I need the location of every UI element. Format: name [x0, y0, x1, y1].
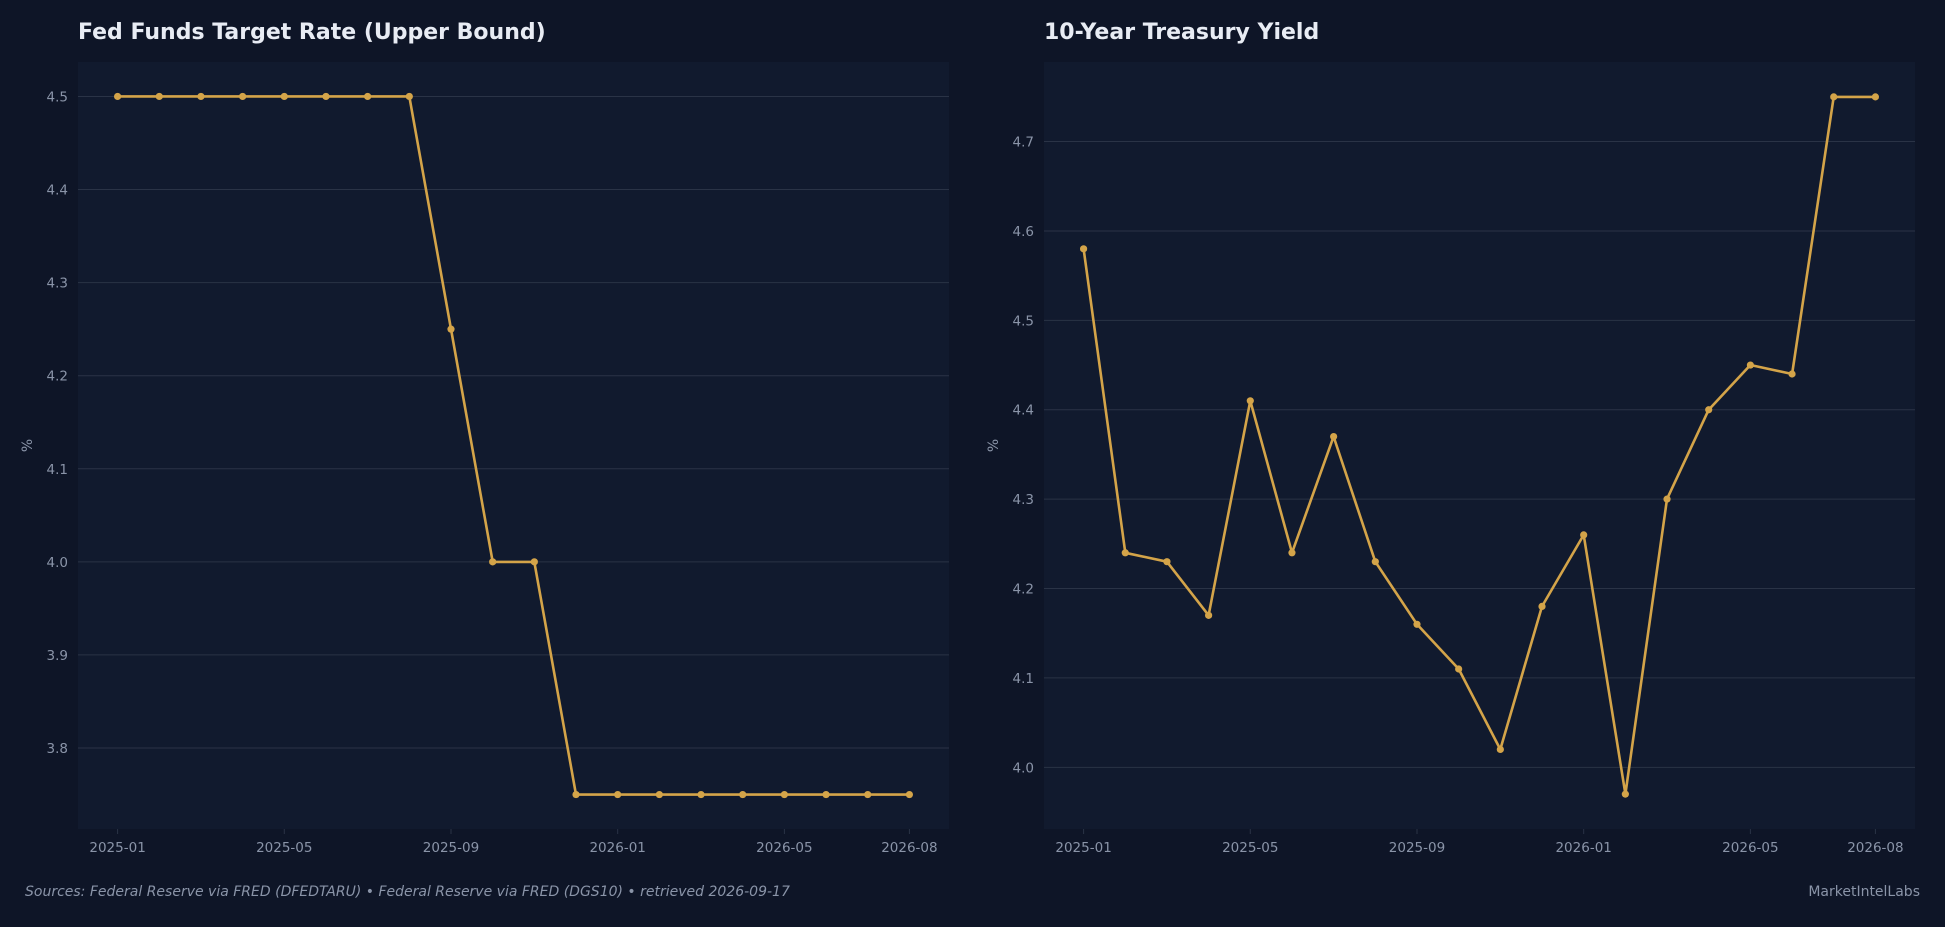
- fed-funds-data-point: [697, 790, 705, 799]
- treasury-y-axis-label: %: [986, 439, 1002, 452]
- fed-funds-data-point: [322, 92, 330, 101]
- footer-brand: MarketIntelLabs: [1808, 884, 1920, 900]
- fed-funds-data-point: [822, 790, 830, 799]
- treasury-series-line: [1082, 95, 1876, 796]
- fed-funds-data-point: [572, 790, 580, 799]
- treasury-y-tick-label: 4.5: [1013, 313, 1034, 329]
- fed-funds-x-tick-label: 2026-08: [881, 840, 937, 856]
- fed-funds-data-point: [405, 92, 413, 101]
- fed-funds-x-tick-label: 2025-09: [423, 840, 479, 856]
- treasury-data-point: [1455, 665, 1463, 673]
- fed-funds-data-point: [780, 790, 788, 799]
- fed-funds-x-tick-label: 2025-05: [256, 840, 312, 856]
- fed-funds-y-tick-label: 4.4: [47, 183, 68, 199]
- fed-funds-chart-title: Fed Funds Target Rate (Upper Bound): [78, 20, 546, 45]
- fed-funds-data-point: [155, 92, 163, 101]
- fed-funds-data-point: [655, 790, 663, 799]
- footer-source-note: Sources: Federal Reserve via FRED (DFEDT…: [25, 884, 790, 900]
- treasury-data-point: [1163, 558, 1171, 566]
- treasury-y-tick-label: 4.4: [1013, 403, 1034, 419]
- treasury-data-point: [1580, 531, 1588, 539]
- treasury-data-point: [1246, 397, 1254, 405]
- treasury-y-tick-label: 4.6: [1013, 224, 1034, 240]
- fed-funds-y-tick-label: 4.3: [47, 276, 68, 292]
- treasury-data-point: [1371, 558, 1379, 566]
- treasury-data-point: [1538, 602, 1546, 611]
- treasury-x-tick-label: 2026-08: [1847, 840, 1903, 856]
- fed-funds-data-point: [239, 92, 247, 101]
- treasury-data-point: [1079, 245, 1088, 253]
- treasury-x-tick-label: 2025-01: [1055, 840, 1111, 856]
- treasury-data-point: [1121, 549, 1129, 557]
- treasury-data-point: [1663, 495, 1671, 503]
- treasury-x-tick-label: 2026-05: [1722, 840, 1778, 856]
- treasury-x-tick-label: 2025-09: [1389, 840, 1445, 856]
- treasury-data-point: [1496, 745, 1504, 754]
- fed-funds-y-tick-label: 4.1: [47, 462, 68, 478]
- treasury-data-point: [1871, 93, 1880, 101]
- fed-funds-data-point: [280, 92, 288, 101]
- fed-funds-y-tick-label: 4.2: [47, 369, 68, 385]
- treasury-y-tick-label: 4.7: [1013, 135, 1034, 151]
- treasury-data-point: [1705, 406, 1713, 414]
- treasury-yield-chart-title: 10-Year Treasury Yield: [1044, 20, 1320, 45]
- treasury-y-tick-label: 4.2: [1013, 582, 1034, 598]
- fed-funds-data-point: [447, 325, 455, 333]
- fed-funds-data-point: [905, 790, 914, 799]
- treasury-data-point: [1621, 790, 1629, 798]
- fed-funds-data-point: [614, 790, 622, 799]
- fed-funds-x-tick-label: 2025-01: [89, 840, 145, 856]
- fed-funds-y-tick-label: 3.8: [47, 741, 68, 757]
- treasury-x-tick-label: 2026-01: [1555, 840, 1611, 856]
- treasury-x-tick-label: 2025-05: [1222, 840, 1278, 856]
- treasury-data-point: [1788, 370, 1796, 378]
- fed-funds-data-point: [864, 790, 872, 799]
- fed-funds-data-point: [364, 92, 372, 101]
- fed-funds-x-tick-label: 2026-01: [589, 840, 645, 856]
- treasury-y-tick-label: 4.0: [1013, 760, 1034, 776]
- fed-funds-chart: 3.8 3.9 4.0 4.1 4.2 4.3 4.4 4.5 2025-01 2025-05 20…: [20, 62, 949, 856]
- fed-funds-y-axis-label: %: [20, 439, 36, 452]
- fed-funds-data-point: [197, 92, 205, 101]
- treasury-data-point: [1205, 611, 1213, 619]
- fed-funds-data-point: [530, 558, 538, 566]
- treasury-plot-area: [1044, 62, 1915, 829]
- fed-funds-data-point: [489, 558, 497, 566]
- treasury-y-tick-label: 4.1: [1013, 671, 1034, 687]
- fed-funds-data-point: [739, 790, 747, 799]
- treasury-data-point: [1330, 432, 1338, 441]
- fed-funds-y-tick-label: 3.9: [47, 648, 68, 664]
- treasury-data-point: [1288, 549, 1296, 557]
- treasury-data-point: [1830, 93, 1838, 101]
- treasury-y-tick-label: 4.3: [1013, 492, 1034, 508]
- fed-funds-data-point: [113, 92, 122, 101]
- fed-funds-series-line: [117, 95, 910, 796]
- fed-funds-y-tick-label: 4.0: [47, 555, 68, 571]
- treasury-data-point: [1746, 361, 1754, 369]
- treasury-yield-chart: 4.0 4.1 4.2 4.3 4.4 4.5 4.6 4.7 2025-01 2025-05 20…: [986, 62, 1915, 856]
- treasury-data-point: [1413, 620, 1421, 628]
- fed-funds-x-tick-label: 2026-05: [756, 840, 812, 856]
- fed-funds-y-tick-label: 4.5: [47, 89, 68, 105]
